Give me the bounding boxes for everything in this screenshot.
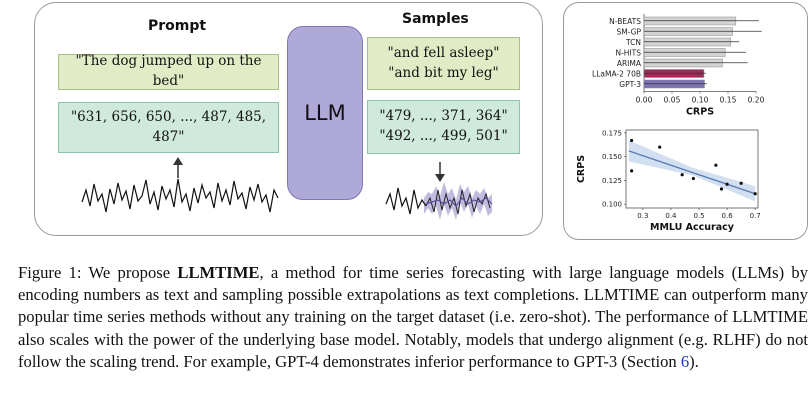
- caption-text: , a method for time series forecasting w…: [18, 263, 808, 305]
- data-point: [714, 163, 718, 167]
- samples-header: Samples: [402, 11, 469, 27]
- forecast-band: [424, 182, 492, 220]
- y-tick-label: 0.100: [602, 201, 622, 209]
- forecast-illustration: [385, 162, 493, 220]
- x-tick-label: 0.10: [692, 96, 709, 105]
- plot-frame: [625, 129, 759, 209]
- trend-line: [628, 150, 756, 195]
- number-samples-box: "479, ..., 371, 364" "492, ..., 499, 501…: [367, 100, 520, 154]
- up-arrow-icon: [173, 157, 183, 178]
- x-tick-label: 0.20: [748, 96, 765, 105]
- y-tick-label: 0.125: [602, 177, 622, 185]
- data-point: [739, 181, 743, 185]
- text-sample-2: "and bit my leg": [388, 64, 499, 81]
- figure-caption: Figure 1: We propose LLMTIME, a method f…: [18, 262, 808, 373]
- caption-text: also scales with the power of the underl…: [18, 329, 808, 371]
- x-tick-label: 0.6: [722, 212, 734, 220]
- data-point: [719, 187, 724, 191]
- number-sample-1: "479, ..., 371, 364": [379, 108, 508, 125]
- y-axis-title: CRPS: [576, 155, 587, 183]
- x-axis-title: CRPS: [686, 107, 714, 118]
- method-name: LLMTIME: [583, 285, 660, 305]
- mmlu-scatter-plot: 0.3 0.4 0.5 0.6 0.7 0.100 0.125 0.150 0.175 MMLU …: [576, 129, 761, 233]
- prompt-numbers: "631, 656, 650, ..., 487, 485, 487": [70, 108, 267, 145]
- caption-text: Figure 1: We propose: [18, 263, 178, 282]
- forecast-median-line: [425, 197, 493, 207]
- category-label: ARIMA: [617, 59, 642, 68]
- llm-block: LLM: [287, 26, 363, 200]
- prompt-numbers-box: "631, 656, 650, ..., 487, 485, 487": [58, 102, 279, 153]
- category-label: N-HITS: [615, 48, 641, 57]
- x-tick-label: 0.15: [720, 96, 737, 105]
- data-point: [680, 173, 684, 177]
- data-point: [691, 176, 696, 181]
- text-samples-box: "and fell asleep" "and bit my leg": [367, 37, 520, 90]
- data-point: [630, 169, 634, 173]
- down-arrow-icon: [435, 162, 445, 182]
- data-point: [630, 138, 634, 143]
- caption-text: can outperform many popular time series …: [18, 285, 808, 327]
- data-point: [725, 182, 729, 186]
- number-sample-2: "492, ..., 499, 501": [379, 128, 508, 144]
- y-tick-label: 0.175: [602, 129, 622, 137]
- forecast-history-line: [385, 187, 427, 215]
- confidence-band: [628, 140, 756, 202]
- section-link[interactable]: 6: [680, 351, 690, 371]
- caption-text: ).: [689, 351, 699, 371]
- category-label: TCN: [625, 38, 641, 47]
- x-tick-label: 0.7: [750, 212, 761, 220]
- x-tick-label: 0.00: [636, 96, 653, 105]
- x-tick-label: 0.3: [637, 212, 648, 220]
- prompt-text: "The dog jumped up on the bed": [75, 53, 262, 89]
- prompt-header: Prompt: [148, 18, 207, 34]
- forecast-sample-line: [425, 189, 491, 215]
- method-name: LLMTIME: [732, 307, 808, 327]
- category-label: GPT-3: [619, 80, 641, 89]
- input-series-line: [81, 178, 279, 213]
- category-label: LLaMA-2 70B: [592, 69, 641, 78]
- category-label: N-BEATS: [609, 17, 641, 26]
- data-point: [753, 192, 757, 196]
- y-tick-label: 0.150: [602, 153, 622, 161]
- llm-label: LLM: [304, 101, 346, 125]
- x-tick-label: 0.4: [665, 212, 677, 220]
- prompt-text-box: "The dog jumped up on the bed": [58, 53, 279, 90]
- x-axis-title: MMLU Accuracy: [650, 222, 735, 233]
- data-point: [658, 145, 662, 149]
- text-sample-1: "and fell asleep": [387, 44, 500, 61]
- input-series-illustration: [81, 157, 279, 213]
- x-tick-label: 0.5: [693, 212, 704, 220]
- method-name: LLMTIME: [177, 263, 260, 282]
- category-label: SM-GP: [616, 27, 641, 36]
- x-tick-label: 0.05: [664, 96, 681, 105]
